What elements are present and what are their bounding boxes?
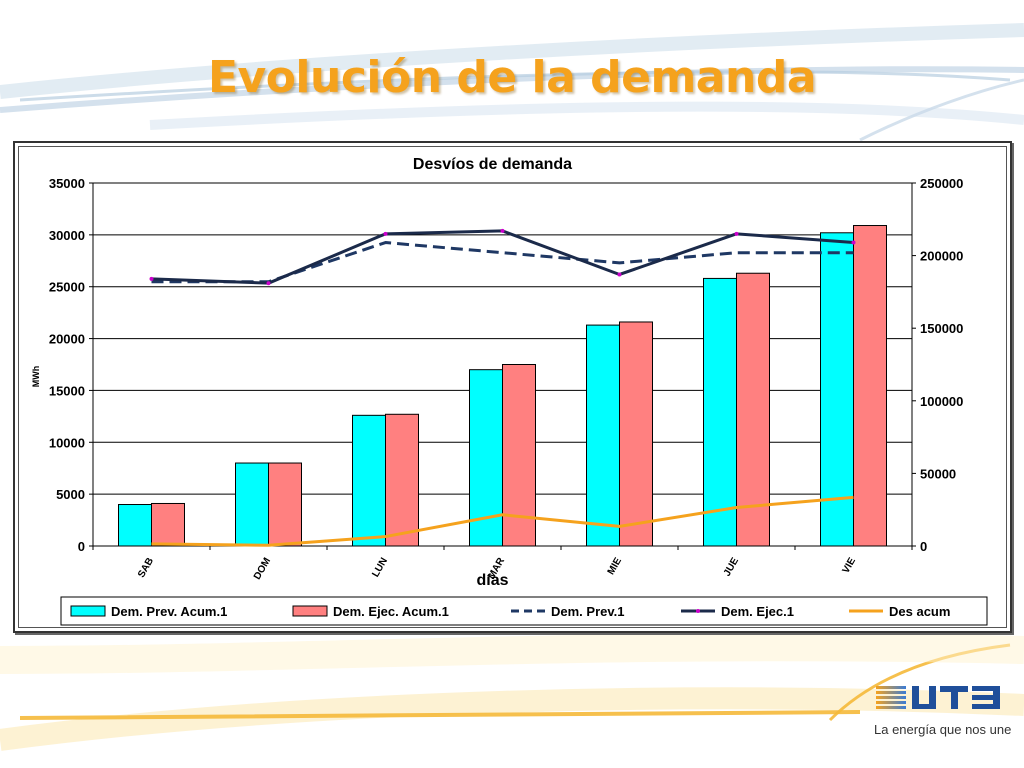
demand-deviation-chart: Desvíos de demanda 0 5000 10000 15000 20000 25… <box>31 156 988 626</box>
x-tick-label-sab: SAB <box>136 556 156 580</box>
bar-dem-ejec-acum-1-jue <box>736 272 770 547</box>
logo-stripes-icon <box>876 686 906 709</box>
y2-tick-label: 50000 <box>920 466 956 481</box>
bar-dem-prev-acum-1-dom <box>235 462 269 547</box>
y-tick-label: 35000 <box>49 176 85 191</box>
chart-frame: Desvíos de demanda 0 5000 10000 15000 20000 25… <box>13 141 1012 633</box>
bar-dem-ejec-acum-1-vie <box>853 225 887 547</box>
point-dem-ejec-1-dom <box>266 281 271 286</box>
y-tick-label: 25000 <box>49 280 85 295</box>
legend-label: Dem. Prev.1 <box>551 604 624 619</box>
x-tick-label-lun: LUN <box>370 556 390 579</box>
y-tick-label: 15000 <box>49 383 85 398</box>
x-tick-label-mie: MIE <box>606 556 625 577</box>
x-axis-label: días <box>476 572 508 589</box>
bar-dem-ejec-acum-1-mie <box>619 321 653 547</box>
point-dem-ejec-1-jue <box>734 231 739 236</box>
legend-swatch <box>292 605 328 617</box>
y-axis-label: MWh <box>31 366 41 388</box>
x-tick-label-vie: VIE <box>841 556 859 576</box>
legend-label: Dem. Ejec.1 <box>721 604 794 619</box>
point-dem-ejec-1-lun <box>383 231 388 236</box>
bar-dem-prev-acum-1-mie <box>586 324 620 547</box>
point-dem-ejec-1-vie <box>851 240 856 245</box>
slide-title: Evolución de la demanda <box>207 52 817 103</box>
bar-dem-prev-acum-1-lun <box>352 414 386 547</box>
bar-dem-prev-acum-1-vie <box>820 232 854 547</box>
logo-letters-icon <box>912 686 1000 709</box>
bar-dem-ejec-acum-1-dom <box>268 462 302 547</box>
legend-swatch <box>70 605 106 617</box>
x-tick-label-jue: JUE <box>722 556 741 579</box>
y-tick-label: 0 <box>78 539 85 554</box>
y2-tick-label: 0 <box>920 539 927 554</box>
x-tick-label-dom: DOM <box>252 556 273 582</box>
legend-label: Dem. Ejec. Acum.1 <box>333 604 449 619</box>
bar-dem-prev-acum-1-jue <box>703 277 737 547</box>
y2-tick-label: 100000 <box>920 394 963 409</box>
y-tick-label: 5000 <box>56 487 85 502</box>
legend-label: Des acum <box>889 604 950 619</box>
line-des-acum <box>151 495 854 547</box>
y2-tick-label: 250000 <box>920 176 963 191</box>
y-tick-label: 10000 <box>49 435 85 450</box>
point-dem-ejec-1-mar <box>500 228 505 233</box>
y-tick-label: 30000 <box>49 228 85 243</box>
y-tick-label: 20000 <box>49 332 85 347</box>
y2-tick-label: 150000 <box>920 321 963 336</box>
legend-label: Dem. Prev. Acum.1 <box>111 604 227 619</box>
bar-dem-prev-acum-1-sab <box>118 504 152 547</box>
point-dem-ejec-1-mie <box>617 272 622 277</box>
legend-marker <box>696 609 700 613</box>
bar-dem-ejec-acum-1-lun <box>385 413 419 547</box>
chart-title: Desvíos de demanda <box>413 156 572 173</box>
bar-dem-ejec-acum-1-sab <box>151 502 185 547</box>
chart-inner-border <box>18 146 1007 628</box>
point-dem-ejec-1-sab <box>149 276 154 281</box>
ute-logo <box>876 686 1000 709</box>
y2-tick-label: 200000 <box>920 249 963 264</box>
brand-tagline: La energía que nos une <box>874 722 1012 737</box>
